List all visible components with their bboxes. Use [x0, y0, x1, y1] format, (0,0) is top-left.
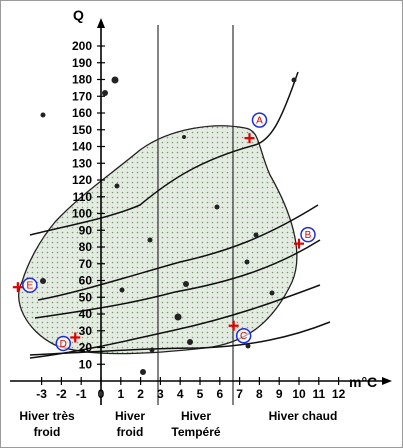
curve-mid: [34, 239, 321, 319]
y-tick-label: 80: [79, 240, 93, 254]
curve-upper: [29, 71, 299, 236]
x-tick-label: 4: [177, 387, 184, 401]
zone-label-line2: froid: [34, 425, 61, 439]
point-label: A: [256, 116, 263, 127]
x-tick-label: 7: [236, 387, 243, 401]
zone-label-line1: Hiver très: [19, 409, 75, 423]
y-tick-label: 100: [72, 207, 92, 221]
x-tick-label: 0: [98, 387, 105, 401]
zone-label-line2: froid: [117, 425, 144, 439]
point-circle: [55, 335, 72, 352]
y-tick-label: 30: [79, 324, 93, 338]
x-tick-label: 2: [137, 387, 144, 401]
point-label: E: [27, 281, 34, 292]
curve-mid-upper: [37, 204, 319, 301]
y-tick-label: 110: [73, 190, 93, 204]
station-dot: [174, 313, 182, 321]
station-dot: [147, 237, 153, 243]
station-dots: [40, 76, 297, 375]
point-c: C: [228, 320, 252, 344]
y-tick-label: 200: [72, 39, 92, 53]
x-tick-label: 12: [332, 387, 346, 401]
y-tick-label: 70: [79, 257, 93, 271]
y-tick-label: 20: [79, 341, 93, 355]
zone-label-line2: Tempéré: [171, 425, 220, 439]
point-circle: [22, 277, 38, 293]
zone-label-line1: Hiver chaud: [269, 409, 338, 423]
station-dot: [114, 183, 120, 189]
point-b: B: [294, 226, 316, 249]
station-dot: [214, 204, 220, 210]
y-tick-label: 160: [72, 106, 92, 120]
station-dot: [102, 90, 108, 96]
y-tick-label: 90: [79, 223, 93, 237]
station-dot: [40, 278, 46, 284]
station-dot: [187, 339, 193, 345]
point-circle: [300, 226, 316, 243]
station-dot: [245, 343, 251, 349]
zone-label-line1: Hiver: [115, 409, 145, 423]
station-dot: [269, 290, 275, 296]
y-axis-label: Q: [73, 7, 84, 23]
x-tick-label: 1: [117, 387, 124, 401]
x-tick-label: -1: [76, 387, 87, 401]
x-tick-label: 11: [312, 387, 325, 401]
point-e: E: [12, 277, 38, 293]
station-dot: [291, 77, 297, 83]
y-tick-label: 50: [79, 290, 93, 304]
point-d: D: [55, 332, 81, 352]
zone-label-line1: Hiver: [181, 409, 211, 423]
x-tick-label: -2: [56, 387, 67, 401]
x-ticks: -3 -2 -1 0 1 2 3 4 5 6 7 8 9 10 11 12: [36, 377, 346, 401]
station-dot: [149, 347, 155, 353]
station-dot: [40, 112, 46, 118]
y-axis: [97, 18, 105, 405]
y-ticks: 10 20 30 40 50 60 70 80 90 100 110 120 130 140 150 160 1…: [72, 39, 105, 371]
x-tick-label: 3: [157, 387, 164, 401]
y-tick-label: 120: [72, 173, 92, 187]
station-dot: [182, 135, 186, 139]
y-tick-label: 10: [79, 357, 93, 371]
point-label: D: [60, 339, 67, 350]
y-tick-label: 130: [72, 156, 92, 170]
station-dot: [119, 287, 125, 293]
zone-labels: Hiver très froid Hiver froid Hiver Tempéré Hiv…: [19, 409, 337, 439]
y-tick-label: 150: [72, 123, 92, 137]
y-tick-label: 40: [79, 307, 93, 321]
station-dot: [140, 369, 146, 375]
x-tick-label: 10: [292, 387, 306, 401]
y-tick-label: 190: [72, 56, 92, 70]
x-tick-label: 8: [256, 387, 263, 401]
station-dot: [253, 232, 259, 238]
point-label: B: [305, 230, 312, 241]
y-tick-label: 60: [79, 274, 93, 288]
x-tick-label: 9: [276, 387, 283, 401]
x-axis: [10, 377, 392, 385]
y-tick-label: 170: [72, 89, 92, 103]
point-a: A: [244, 112, 268, 144]
x-axis-label: m°C: [349, 374, 377, 390]
x-tick-label: 6: [216, 387, 223, 401]
y-tick-label: 180: [72, 73, 92, 87]
point-label: C: [240, 331, 247, 342]
curve-lower: [29, 284, 321, 359]
point-circle: [235, 327, 252, 344]
x-tick-label: 5: [197, 387, 204, 401]
point-circle: [251, 112, 268, 128]
curve-bottom: [29, 321, 331, 356]
station-dot: [244, 259, 250, 265]
y-tick-label: 140: [72, 140, 92, 154]
station-dot: [183, 281, 189, 287]
x-tick-label: -3: [36, 387, 47, 401]
station-dot: [111, 76, 119, 84]
labeled-points: A B C D E: [12, 112, 316, 352]
